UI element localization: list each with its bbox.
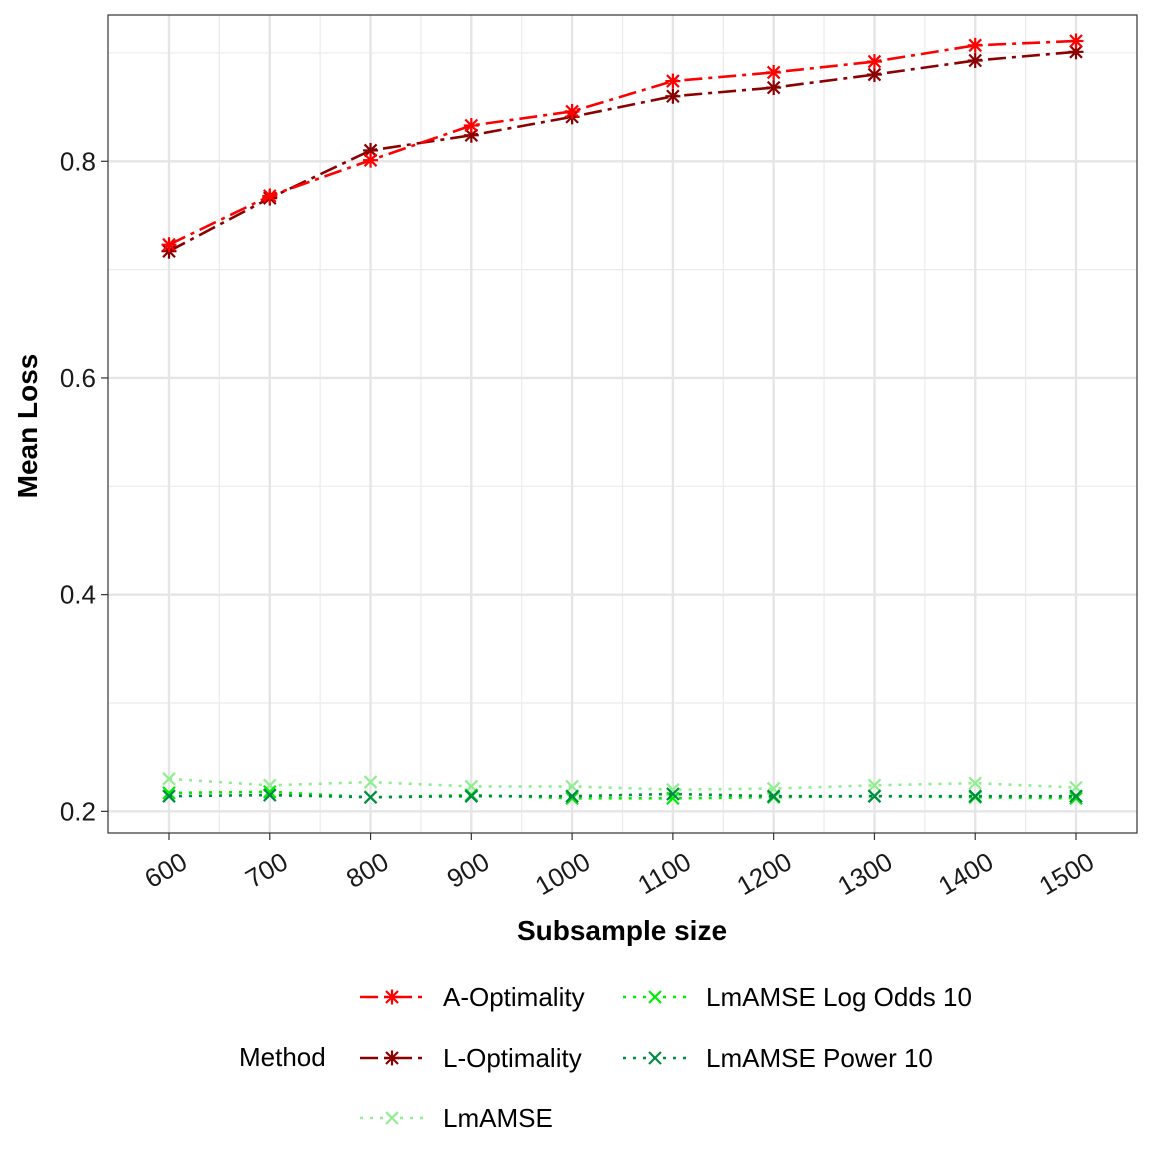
legend-label: L-Optimality: [443, 1043, 582, 1073]
y-axis-title: Mean Loss: [12, 354, 43, 499]
asterisk-marker: [1068, 33, 1084, 49]
x-tick-label: 1400: [933, 846, 998, 901]
asterisk-marker: [384, 989, 400, 1005]
x-marker: [162, 789, 176, 803]
legend: Method A-Optimality L-Optimality LmAMSE LmA…: [239, 982, 972, 1133]
series-lmamse-power-10: [162, 787, 1083, 805]
asterisk-marker: [967, 53, 983, 69]
x-tick-label: 1000: [530, 846, 595, 901]
x-axis-title: Subsample size: [517, 915, 727, 946]
x-marker: [648, 990, 662, 1004]
asterisk-marker: [463, 127, 479, 143]
legend-label: LmAMSE Log Odds 10: [706, 982, 972, 1012]
y-axis: 0.2 0.4 0.6 0.8: [60, 146, 108, 826]
asterisk-marker: [384, 1050, 400, 1066]
x-marker: [565, 789, 579, 803]
x-marker: [968, 776, 983, 790]
asterisk-marker: [262, 188, 278, 204]
y-tick-label: 0.2: [60, 796, 96, 826]
asterisk-marker: [161, 237, 177, 253]
x-marker: [363, 790, 378, 805]
asterisk-marker: [1068, 44, 1084, 60]
legend-item: LmAMSE Power 10: [623, 1043, 933, 1073]
legend-item: LmAMSE: [360, 1103, 553, 1133]
x-marker: [968, 789, 983, 803]
y-tick-label: 0.8: [60, 146, 96, 176]
x-marker: [565, 779, 579, 794]
x-axis: 600 700 800 900 1000 1100 1200 1300 1400 1500: [139, 833, 1099, 901]
x-marker: [262, 785, 277, 799]
x-marker: [464, 789, 479, 803]
legend-label: A-Optimality: [443, 982, 585, 1012]
series-line: [168, 39, 1077, 246]
series-a-optimality: [161, 33, 1084, 253]
asterisk-marker: [766, 64, 782, 80]
legend-title: Method: [239, 1042, 326, 1072]
x-marker: [766, 789, 781, 803]
x-marker: [867, 778, 882, 793]
asterisk-marker: [363, 152, 379, 168]
x-tick-label: 1500: [1034, 846, 1099, 901]
x-marker: [565, 791, 579, 806]
asterisk-marker: [766, 80, 782, 96]
legend-item: L-Optimality: [360, 1043, 582, 1073]
legend-label: LmAMSE: [443, 1103, 553, 1133]
x-marker: [1069, 789, 1083, 803]
x-marker: [666, 791, 680, 806]
asterisk-marker: [866, 67, 882, 83]
x-tick-label: 800: [341, 846, 394, 894]
x-tick-label: 600: [139, 846, 192, 894]
series-line: [168, 790, 1077, 800]
x-tick-label: 700: [240, 846, 293, 894]
series-line: [168, 792, 1076, 799]
series-line: [168, 777, 1077, 791]
x-marker: [867, 789, 882, 803]
x-tick-label: 1200: [732, 846, 797, 901]
legend-item: LmAMSE Log Odds 10: [623, 982, 972, 1012]
asterisk-marker: [463, 118, 479, 134]
asterisk-marker: [564, 103, 580, 119]
x-tick-label: 1100: [632, 846, 695, 900]
panel-border: [107, 14, 1138, 834]
major-gridlines: [108, 15, 1137, 833]
x-marker: [385, 1111, 399, 1125]
asterisk-marker: [665, 73, 681, 89]
x-tick-label: 1300: [832, 846, 897, 901]
y-tick-label: 0.6: [60, 363, 96, 393]
legend-label: LmAMSE Power 10: [706, 1043, 933, 1073]
series-line: [168, 50, 1077, 253]
minor-gridlines: [108, 15, 1137, 833]
asterisk-marker: [967, 37, 983, 53]
x-marker: [1069, 791, 1083, 806]
x-marker: [162, 786, 176, 800]
series-layer: [161, 33, 1084, 806]
y-tick-label: 0.4: [60, 580, 96, 610]
x-tick-label: 900: [442, 846, 495, 894]
x-marker: [162, 772, 176, 786]
asterisk-marker: [665, 88, 681, 104]
x-marker: [648, 1051, 662, 1065]
x-marker: [262, 788, 277, 802]
asterisk-marker: [866, 54, 882, 70]
x-marker: [363, 775, 378, 789]
x-marker: [666, 787, 680, 801]
legend-item: A-Optimality: [360, 982, 585, 1012]
